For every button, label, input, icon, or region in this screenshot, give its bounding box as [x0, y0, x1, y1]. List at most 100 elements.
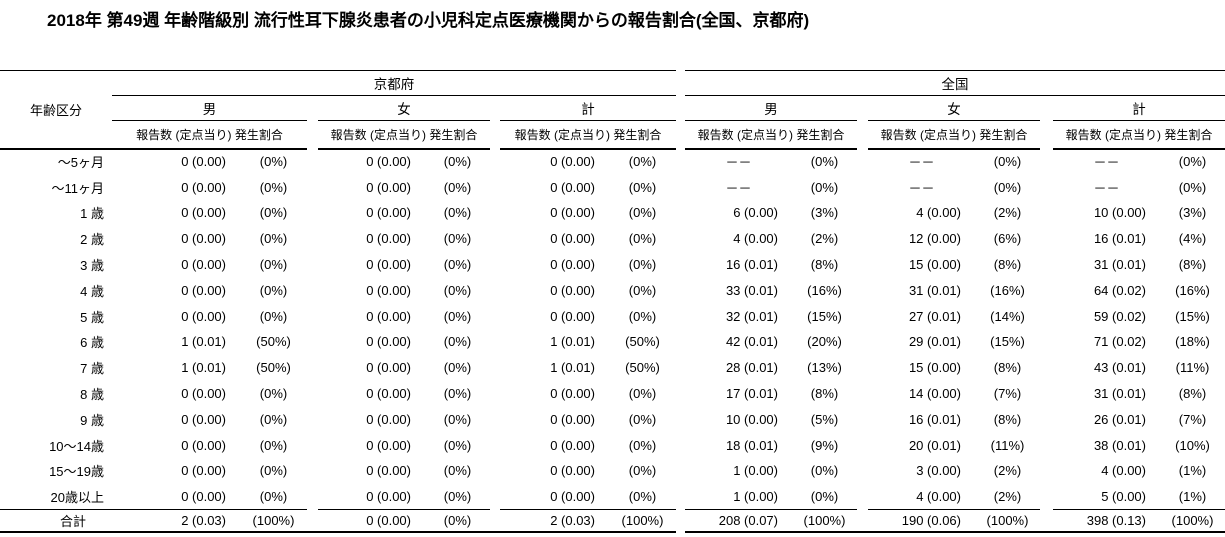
- column-gap: [857, 406, 868, 432]
- gender-header-national-male: 男: [685, 95, 857, 121]
- rate-cell: (0%): [810, 154, 839, 170]
- rate-cell: (0%): [810, 489, 839, 504]
- column-gap: [490, 121, 500, 149]
- column-gap: [857, 355, 868, 381]
- age-column-header: 年齢区分: [0, 70, 112, 150]
- column-gap: [1040, 484, 1053, 510]
- report-count-cell: 0 (0.00): [550, 154, 595, 170]
- column-gap: [490, 277, 500, 303]
- report-count-cell: 0 (0.00): [550, 386, 595, 402]
- column-gap: [857, 509, 868, 533]
- column-gap: [1040, 200, 1053, 226]
- rate-cell: (8%): [993, 257, 1022, 273]
- rate-cell: (0%): [259, 257, 288, 273]
- column-gap: [1040, 121, 1053, 149]
- rate-cell: (0%): [443, 154, 472, 170]
- rate-cell: (0%): [1178, 154, 1207, 170]
- rate-cell: (0%): [443, 334, 472, 350]
- rate-cell: (0%): [628, 308, 657, 324]
- rate-cell: (1%): [1178, 463, 1207, 479]
- subheader-cell: 報告数 (定点当り) 発生割合: [318, 120, 490, 150]
- rate-cell: (0%): [443, 282, 472, 298]
- rate-cell: (2%): [993, 205, 1022, 221]
- column-gap: [490, 432, 500, 458]
- report-count-cell: －－: [725, 155, 752, 171]
- column-gap: [307, 174, 318, 200]
- report-count-cell: 0 (0.00): [366, 334, 411, 350]
- rate-cell: (0%): [628, 386, 657, 402]
- report-count-cell: 29 (0.01): [908, 334, 961, 350]
- rate-cell: (10%): [1175, 437, 1210, 453]
- rate-cell: (0%): [259, 463, 288, 479]
- report-count-cell: 0 (0.00): [181, 231, 226, 247]
- report-count-cell: 38 (0.01): [1093, 437, 1146, 453]
- report-count-cell: 0 (0.00): [181, 257, 226, 273]
- region-gap: [676, 96, 685, 121]
- rate-cell: (0%): [628, 257, 657, 273]
- report-count-cell: 1 (0.01): [181, 360, 226, 376]
- table-row: 20歳以上 0 (0.00) (0%) 0 (0.00) (0%) 0 (0.00) (0%…: [0, 484, 1225, 510]
- column-gap: [1040, 96, 1053, 121]
- report-count-cell: 0 (0.00): [181, 205, 226, 221]
- age-label: ～5ヶ月: [57, 155, 104, 171]
- report-count-cell: 5 (0.00): [1101, 489, 1146, 504]
- column-gap: [857, 174, 868, 200]
- age-label: 2 歳: [80, 232, 104, 248]
- report-count-cell: 6 (0.00): [733, 205, 778, 221]
- report-count-cell: 43 (0.01): [1093, 360, 1146, 376]
- report-count-cell: 71 (0.02): [1093, 334, 1146, 350]
- rate-cell: (0%): [443, 257, 472, 273]
- report-count-cell: 0 (0.00): [550, 308, 595, 324]
- report-count-cell: 0 (0.00): [181, 411, 226, 427]
- age-label: 8 歳: [80, 387, 104, 403]
- rate-cell: (0%): [259, 205, 288, 221]
- rate-cell: (0%): [443, 437, 472, 453]
- region-gap: [676, 200, 685, 226]
- column-gap: [857, 149, 868, 175]
- column-gap: [1040, 174, 1053, 200]
- report-count-cell: 0 (0.00): [550, 489, 595, 504]
- rate-cell: (16%): [990, 282, 1025, 298]
- column-gap: [307, 381, 318, 407]
- rate-cell: (11%): [1175, 360, 1210, 376]
- report-count-cell: 4 (0.00): [916, 489, 961, 504]
- region-gap: [676, 355, 685, 381]
- column-gap: [857, 484, 868, 510]
- report-count-cell: 0 (0.00): [550, 411, 595, 427]
- column-gap: [857, 381, 868, 407]
- report-count-cell: 0 (0.00): [366, 489, 411, 504]
- report-count-cell: 0 (0.00): [181, 154, 226, 170]
- report-count-cell: 0 (0.00): [550, 179, 595, 195]
- gender-header-kyoto-female: 女: [318, 95, 490, 121]
- report-count-cell: 0 (0.00): [366, 282, 411, 298]
- rate-cell: (0%): [259, 489, 288, 504]
- rate-cell: (2%): [810, 231, 839, 247]
- table-row: 1 歳 0 (0.00) (0%) 0 (0.00) (0%) 0 (0.00) (0%) 6…: [0, 200, 1225, 226]
- report-count-cell: 4 (0.00): [1101, 463, 1146, 479]
- report-count-cell: 14 (0.00): [908, 386, 961, 402]
- column-gap: [490, 509, 500, 533]
- column-gap: [307, 96, 318, 121]
- column-gap: [307, 149, 318, 175]
- column-gap: [857, 329, 868, 355]
- table-row: 10～14歳 0 (0.00) (0%) 0 (0.00) (0%) 0 (0.00) (0…: [0, 432, 1225, 458]
- age-label: 3 歳: [80, 258, 104, 274]
- column-gap: [1040, 381, 1053, 407]
- age-label: 7 歳: [80, 361, 104, 377]
- column-gap: [490, 149, 500, 175]
- region-gap: [676, 303, 685, 329]
- table-row: 5 歳 0 (0.00) (0%) 0 (0.00) (0%) 0 (0.00) (0%) 3…: [0, 303, 1225, 329]
- rate-cell: (0%): [259, 308, 288, 324]
- age-label: 合計: [0, 509, 112, 533]
- rate-cell: (0%): [628, 463, 657, 479]
- subheader-cell: 報告数 (定点当り) 発生割合: [112, 120, 307, 150]
- table-row: 4 歳 0 (0.00) (0%) 0 (0.00) (0%) 0 (0.00) (0%) 3…: [0, 277, 1225, 303]
- rate-cell: (16%): [1175, 282, 1210, 298]
- rate-cell: (0%): [259, 231, 288, 247]
- rate-cell: (15%): [807, 308, 842, 324]
- report-count-cell: －－: [908, 180, 935, 196]
- report-count-cell: 0 (0.00): [366, 257, 411, 273]
- report-count-cell: 27 (0.01): [908, 308, 961, 324]
- report-count-cell: 1 (0.01): [550, 360, 595, 376]
- column-gap: [307, 226, 318, 252]
